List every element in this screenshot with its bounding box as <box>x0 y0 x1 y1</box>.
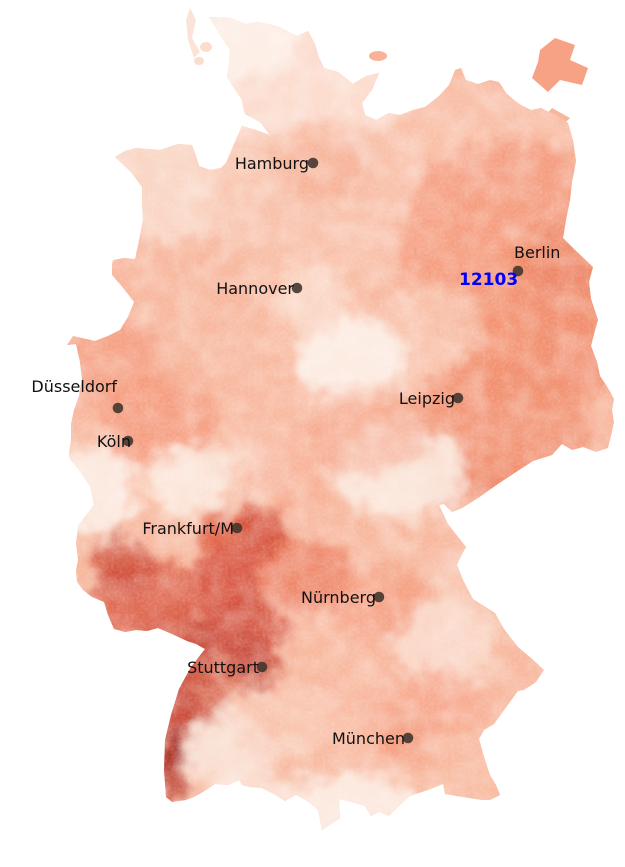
city-label: Hannover <box>216 279 294 298</box>
city-marker-nrnberg <box>373 591 385 603</box>
city-label: Frankfurt/M <box>142 519 234 538</box>
city-marker-kln <box>122 435 134 447</box>
city-marker-mnchen <box>402 732 414 744</box>
city-label: Hamburg <box>235 154 309 173</box>
postal-code-annotation: 12103 <box>459 270 518 290</box>
city-marker-hamburg <box>307 157 319 169</box>
city-marker-dsseldorf <box>112 402 124 414</box>
city-marker-stuttgart <box>256 661 268 673</box>
city-label: Stuttgart <box>187 658 259 677</box>
city-label: München <box>332 729 405 748</box>
city-label: Nürnberg <box>301 588 376 607</box>
city-marker-frankfurtm <box>231 522 243 534</box>
city-marker-leipzig <box>452 392 464 404</box>
city-label: Köln <box>97 432 131 451</box>
city-marker-hannover <box>291 282 303 294</box>
cities-layer: Hamburg Berlin Hannover Düsseldorf Köln Leipz… <box>31 154 560 748</box>
city-label: Berlin <box>514 243 560 262</box>
island-shapes <box>186 8 588 128</box>
city-label: Düsseldorf <box>31 377 117 396</box>
city-label: Leipzig <box>399 389 455 408</box>
city-marker-berlin <box>512 265 524 277</box>
